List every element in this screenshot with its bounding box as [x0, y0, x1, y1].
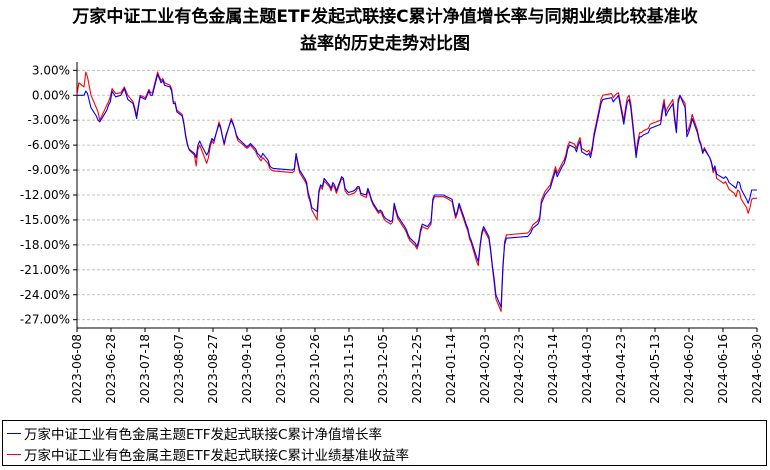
legend-swatch-benchmark	[7, 453, 21, 455]
y-tick-label: -12.00%	[20, 188, 70, 202]
y-tick-labels: 3.00% 0.00% -3.00% -6.00% -9.00% -12.00% -15.0…	[20, 63, 70, 326]
line-chart: 3.00% 0.00% -3.00% -6.00% -9.00% -12.00% -15.0…	[20, 62, 764, 404]
series-line-benchmark	[76, 71, 757, 312]
chart-title-line-2: 益率的历史走势对比图	[300, 34, 470, 54]
y-tick-label: -24.00%	[20, 288, 70, 302]
legend-label-benchmark: 万家中证工业有色金属主题ETF发起式联接C累计业绩基准收益率	[24, 448, 409, 464]
y-tick-label: -3.00%	[28, 113, 70, 127]
legend: 万家中证工业有色金属主题ETF发起式联接C累计净值增长率 万家中证工业有色金属主…	[2, 420, 767, 466]
y-tick-label: -6.00%	[28, 138, 70, 152]
chart-title: 万家中证工业有色金属主题ETF发起式联接C累计净值增长率与同期业绩比较基准收 益…	[0, 4, 770, 58]
x-tick-label: 2024-06-02	[682, 334, 696, 404]
x-tick-label: 2024-05-13	[648, 334, 662, 404]
series-line-nav	[77, 73, 757, 308]
x-tick-label: 2023-08-07	[172, 334, 186, 404]
x-tick-label: 2024-03-14	[546, 334, 560, 404]
x-tick-labels: 2023-06-08 2023-06-28 2023-07-18 2023-08-07…	[70, 334, 764, 404]
y-tick-label: -15.00%	[20, 213, 70, 227]
gridlines	[77, 69, 757, 321]
x-tick-label: 2023-06-08	[70, 334, 84, 404]
x-tick-label: 2023-12-25	[410, 334, 424, 404]
axes	[73, 62, 758, 332]
x-tick-label: 2024-06-16	[716, 334, 730, 404]
x-tick-label: 2023-12-05	[376, 334, 390, 404]
x-tick-label: 2023-11-15	[342, 334, 356, 404]
legend-swatch-nav	[7, 432, 21, 434]
x-tick-label: 2024-04-03	[580, 334, 594, 404]
chart-title-line-1: 万家中证工业有色金属主题ETF发起式联接C累计净值增长率与同期业绩比较基准收	[72, 7, 698, 27]
x-tick-label: 2024-02-23	[512, 334, 526, 404]
x-tick-label: 2023-07-18	[138, 334, 152, 404]
series-lines	[76, 71, 757, 312]
y-tick-label: 3.00%	[32, 63, 70, 77]
legend-item-nav: 万家中证工业有色金属主题ETF发起式联接C累计净值增长率	[7, 423, 382, 443]
y-tick-label: -9.00%	[28, 163, 70, 177]
y-tick-label: 0.00%	[32, 88, 70, 102]
x-tick-label: 2024-06-30	[750, 334, 764, 404]
y-tick-label: -18.00%	[20, 238, 70, 252]
x-tick-label: 2024-02-03	[478, 334, 492, 404]
x-tick-label: 2024-01-14	[444, 334, 458, 404]
x-tick-label: 2023-10-26	[308, 334, 322, 404]
x-tick-label: 2024-04-23	[614, 334, 628, 404]
y-tick-label: -21.00%	[20, 263, 70, 277]
x-tick-label: 2023-10-06	[274, 334, 288, 404]
x-tick-label: 2023-06-28	[104, 334, 118, 404]
y-tick-label: -27.00%	[20, 313, 70, 327]
x-tick-label: 2023-08-27	[206, 334, 220, 404]
legend-item-benchmark: 万家中证工业有色金属主题ETF发起式联接C累计业绩基准收益率	[7, 444, 409, 464]
legend-label-nav: 万家中证工业有色金属主题ETF发起式联接C累计净值增长率	[24, 427, 382, 443]
x-tick-label: 2023-09-16	[240, 334, 254, 404]
